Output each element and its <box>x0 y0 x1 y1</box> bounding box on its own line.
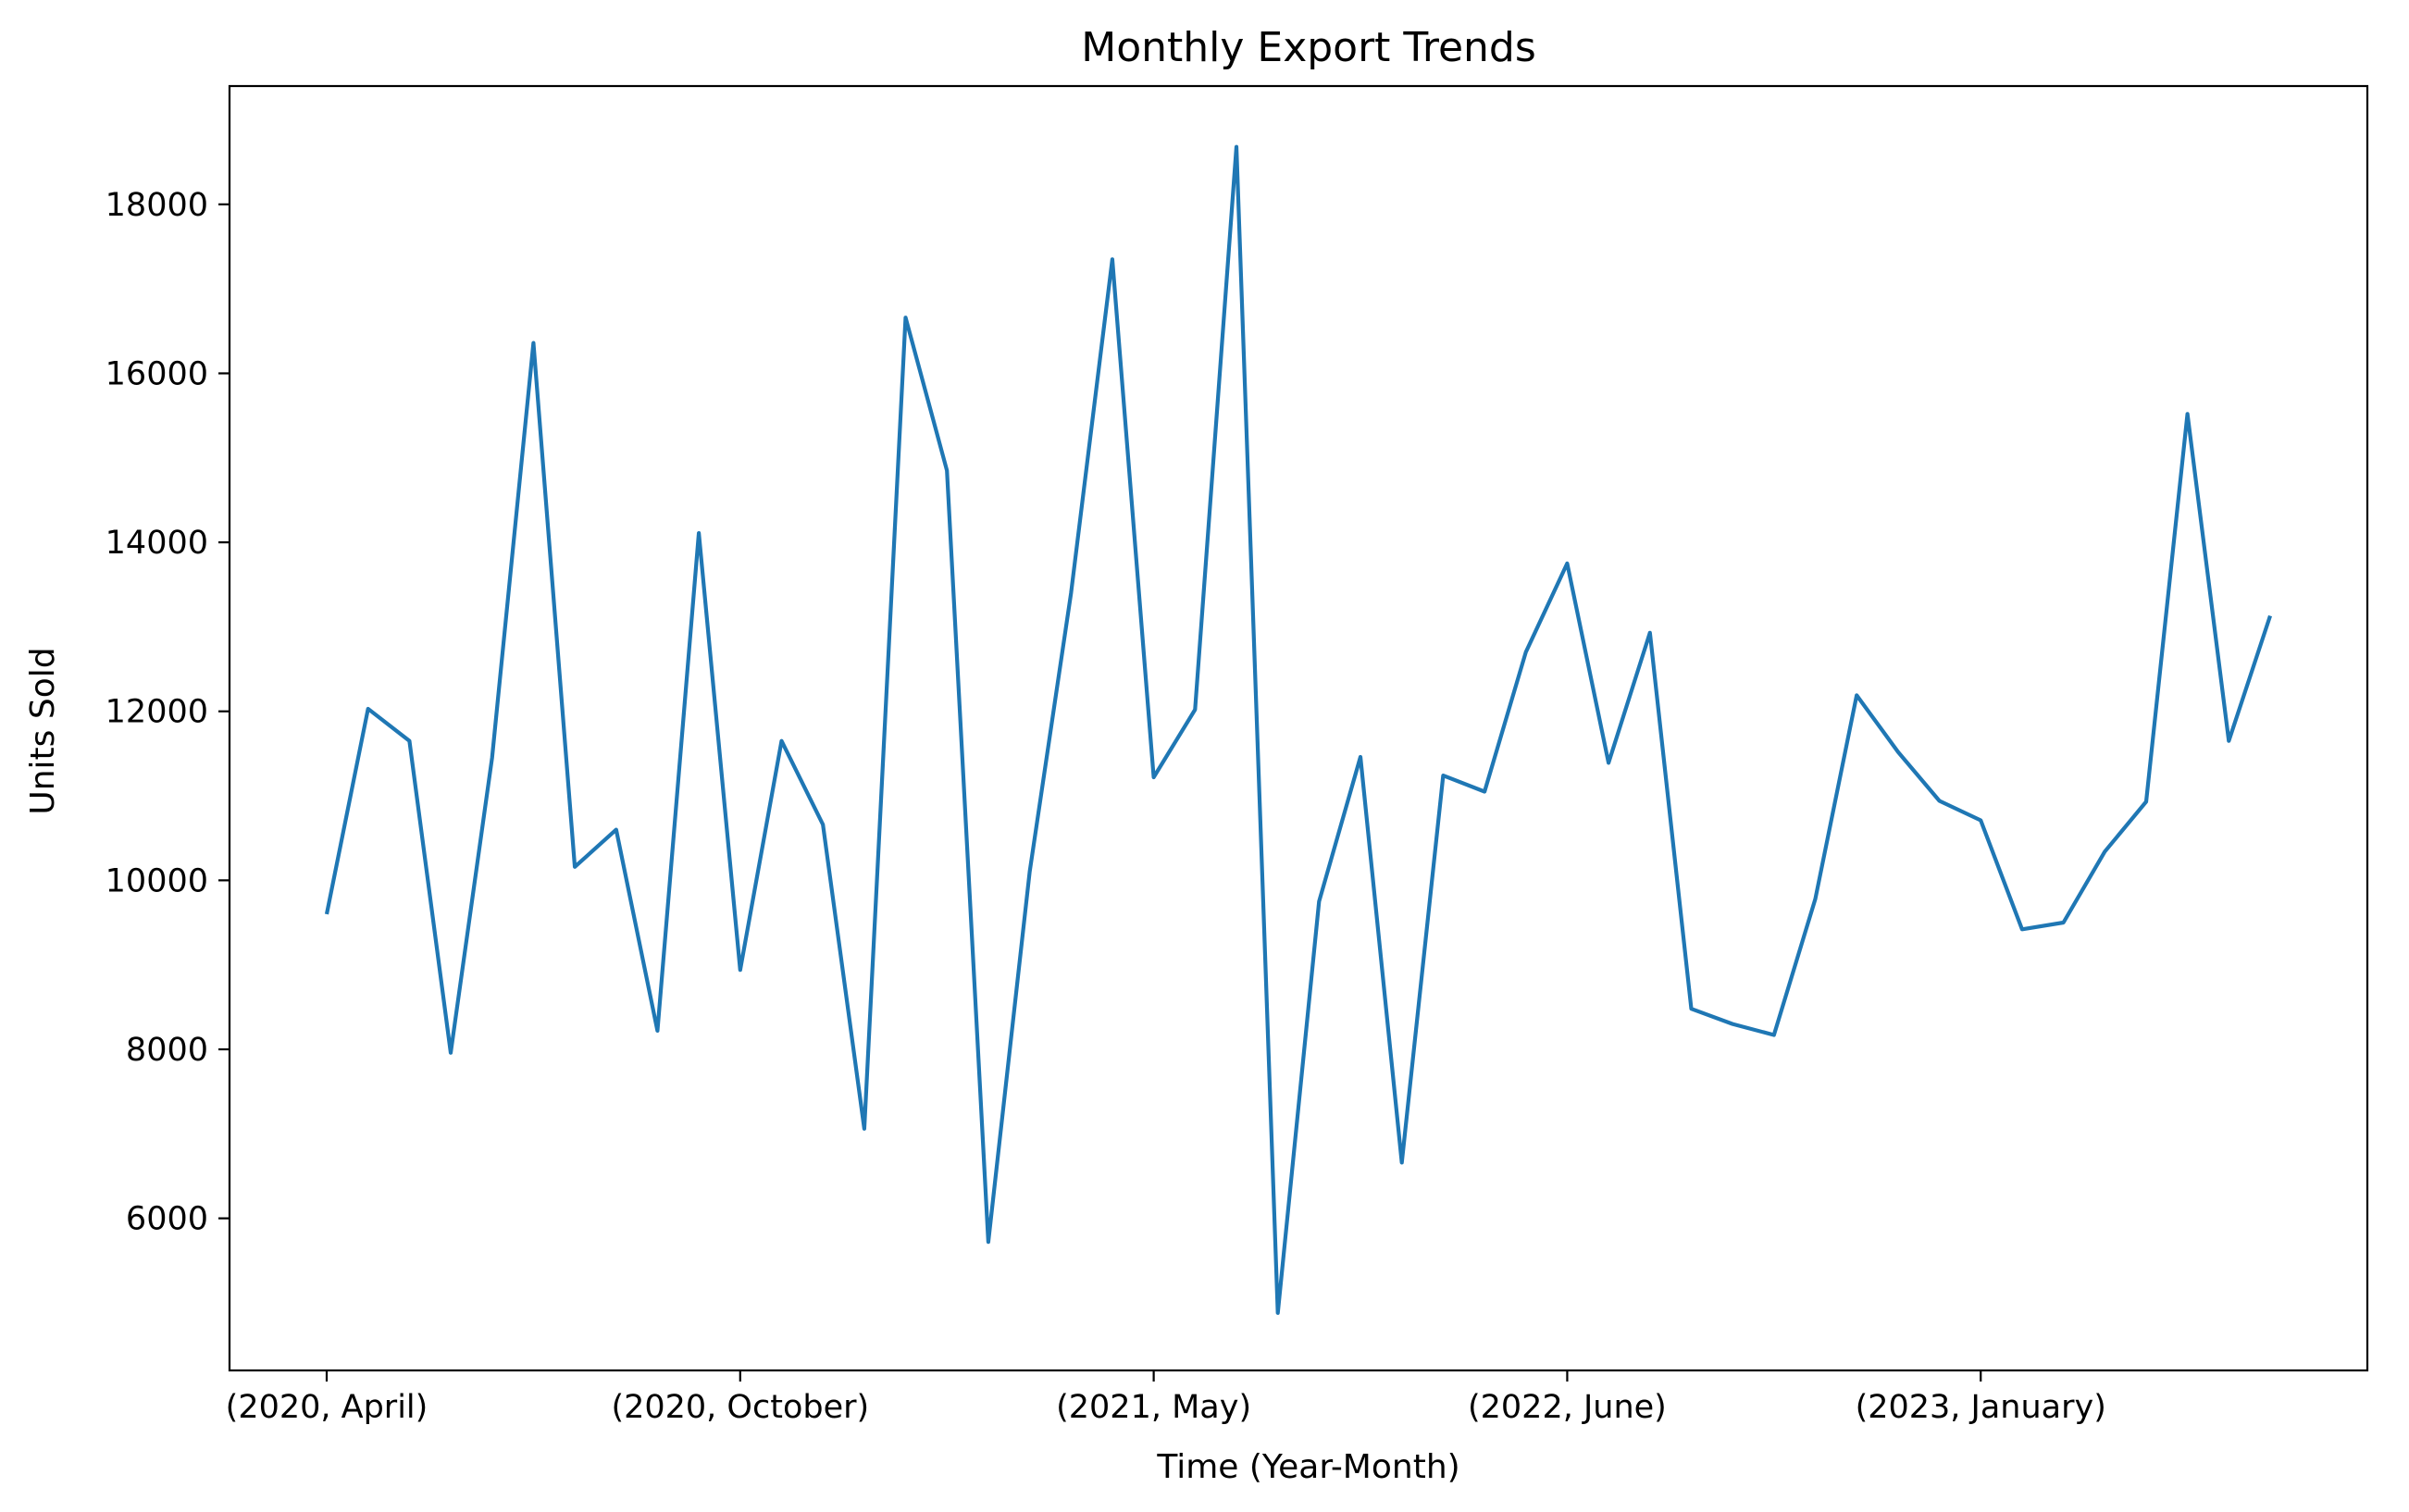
y-axis: 6000 8000 10000 12000 14000 16000 18000 <box>106 187 230 1238</box>
y-tick-label: 8000 <box>126 1032 208 1069</box>
x-axis-label: Time (Year-Month) <box>1156 1448 1459 1486</box>
x-axis: (2020, April) (2020, October) (2021, May) (… <box>226 1370 2106 1426</box>
series-line-0 <box>324 144 2272 1316</box>
y-tick-label: 18000 <box>106 187 208 224</box>
x-tick-label: (2023, January) <box>1856 1389 2106 1426</box>
chart-title: Monthly Export Trends <box>1081 24 1536 71</box>
y-tick-label: 12000 <box>106 694 208 731</box>
x-tick-label: (2022, June) <box>1468 1389 1667 1426</box>
y-tick-label: 10000 <box>106 862 208 899</box>
y-tick-label: 14000 <box>106 525 208 562</box>
plot-frame <box>228 84 2369 1372</box>
x-tick-label: (2020, April) <box>226 1389 428 1426</box>
series-layer <box>324 144 2272 1316</box>
x-tick-label: (2021, May) <box>1056 1389 1251 1426</box>
y-axis-label: Units Sold <box>24 647 62 814</box>
y-tick-label: 6000 <box>126 1201 208 1238</box>
x-tick-label: (2020, October) <box>611 1389 869 1426</box>
y-tick-label: 16000 <box>106 355 208 392</box>
